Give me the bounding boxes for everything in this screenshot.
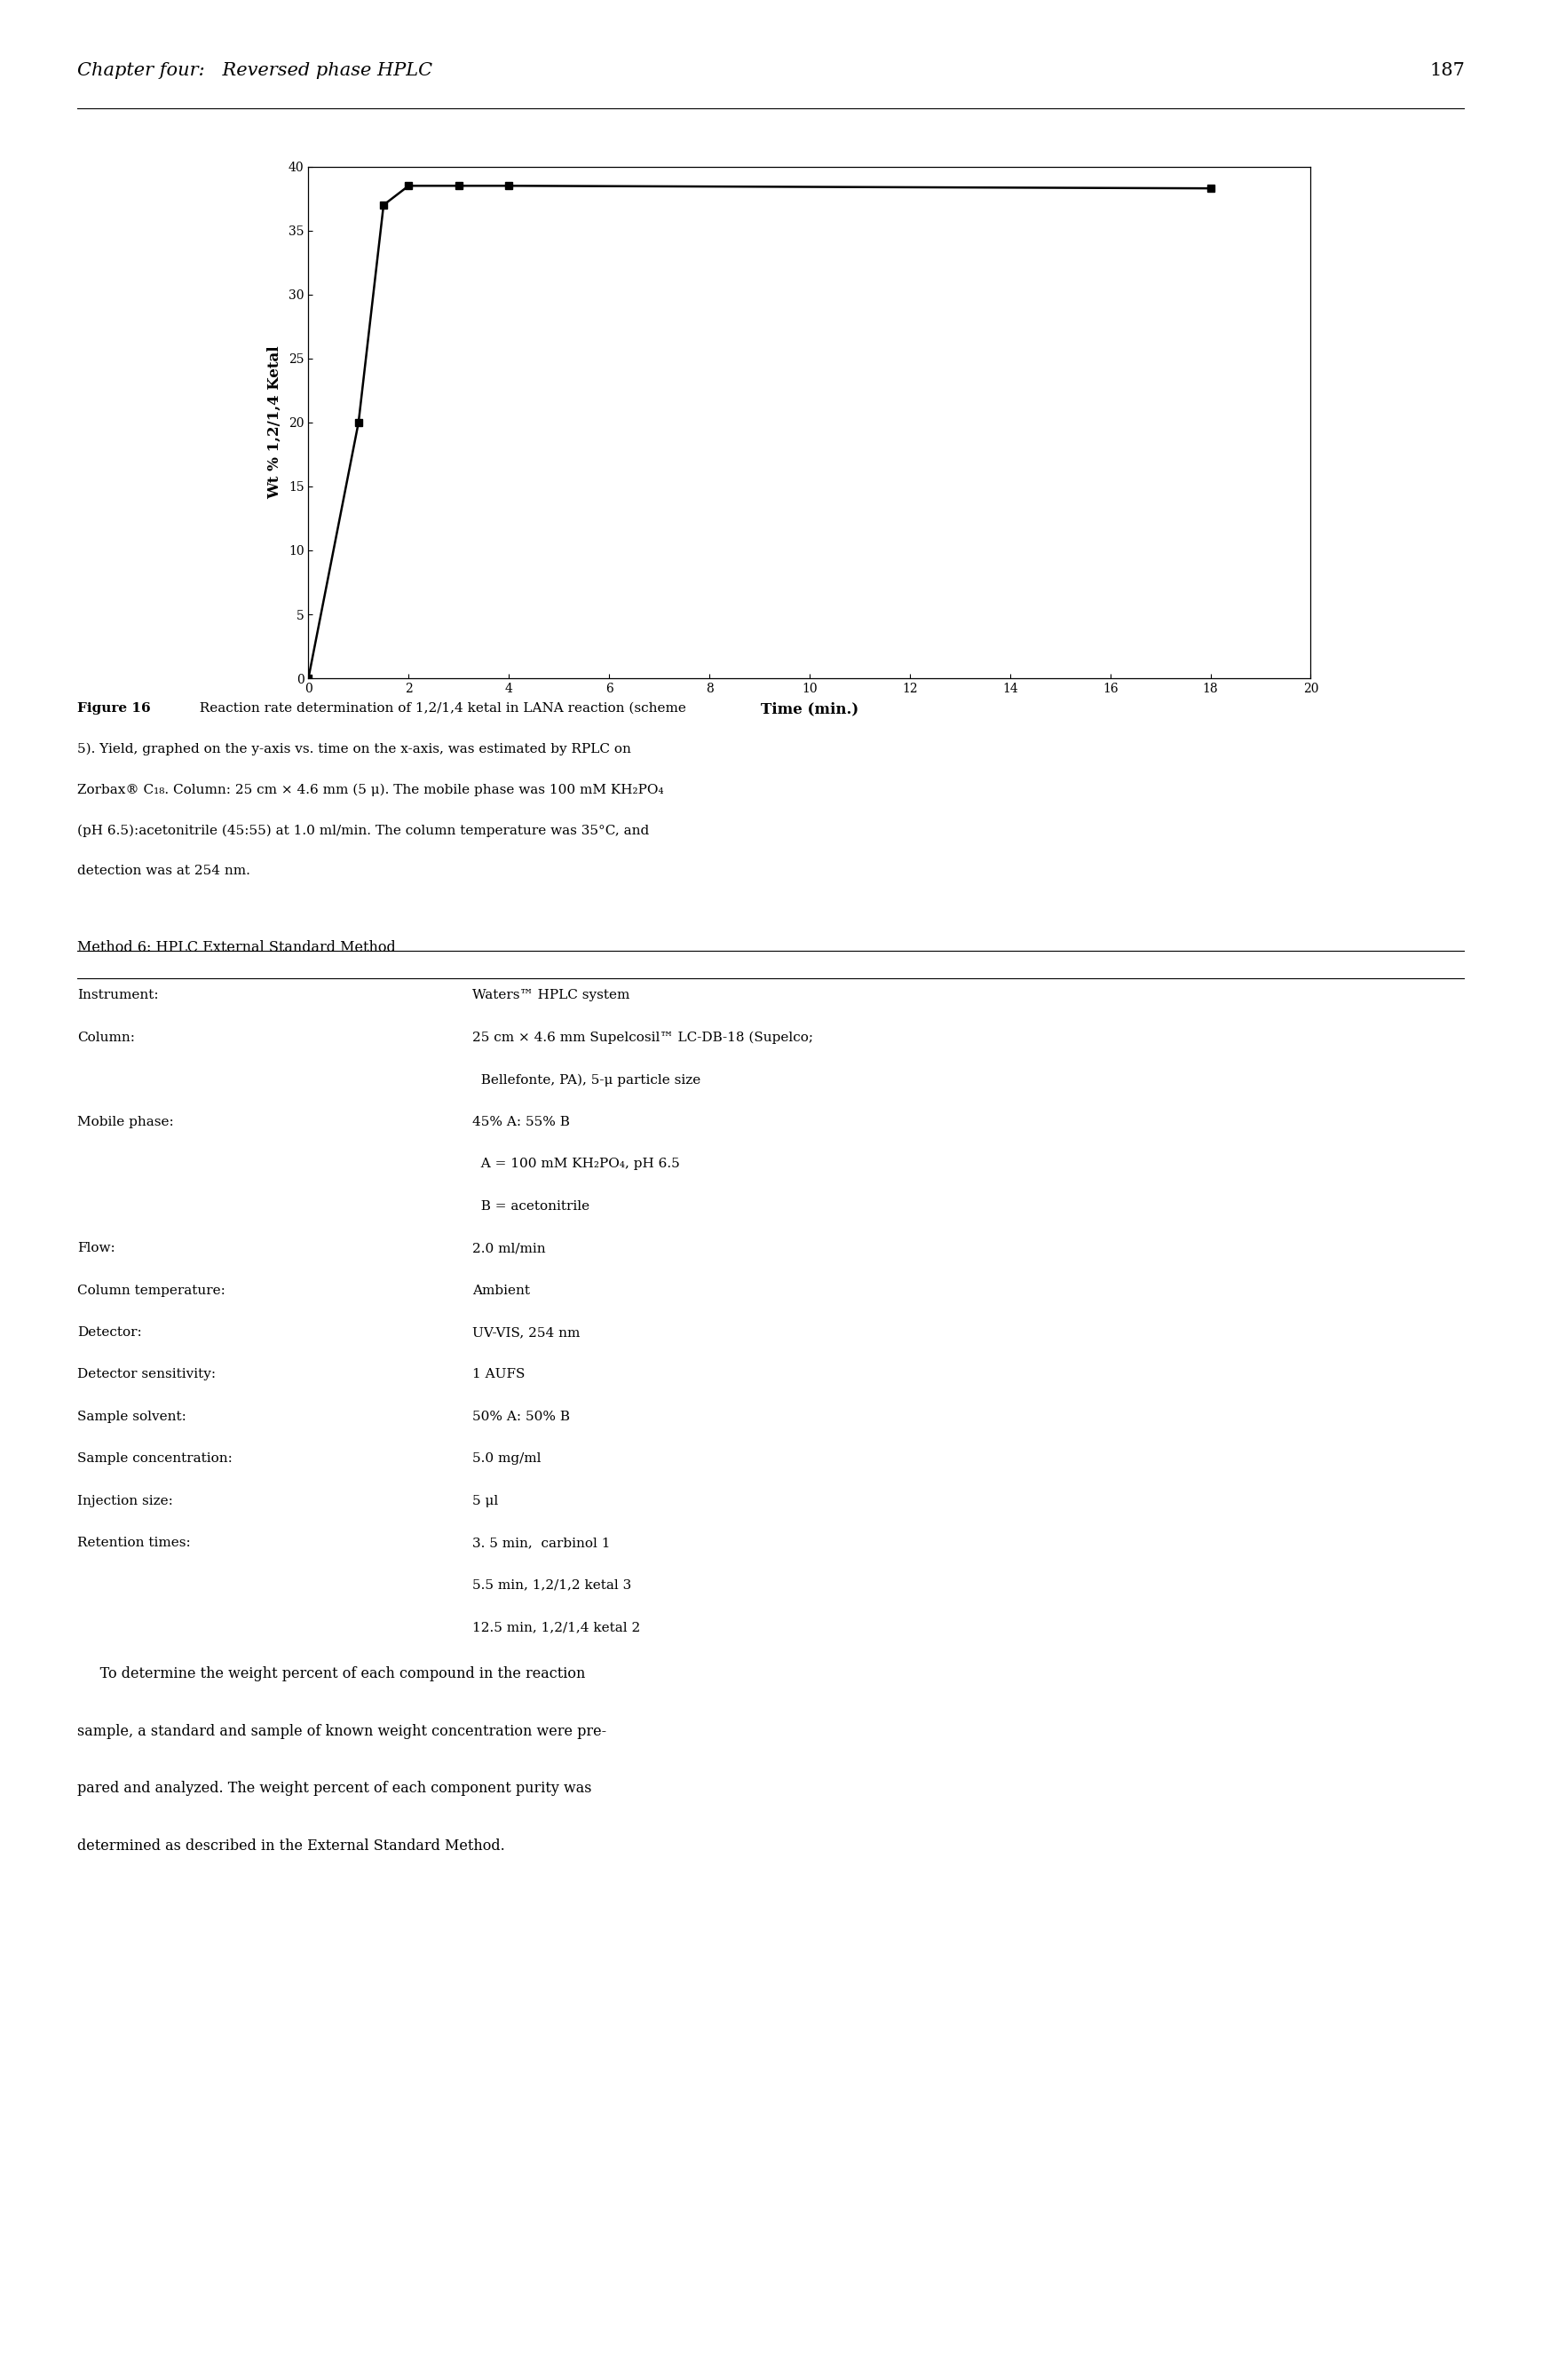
Text: Injection size:: Injection size: bbox=[77, 1495, 173, 1507]
Text: 5.0 mg/ml: 5.0 mg/ml bbox=[472, 1452, 541, 1466]
Text: Instrument:: Instrument: bbox=[77, 990, 159, 1002]
Text: Column temperature:: Column temperature: bbox=[77, 1285, 225, 1297]
Text: 2.0 ml/min: 2.0 ml/min bbox=[472, 1242, 546, 1254]
Text: 187: 187 bbox=[1429, 62, 1465, 79]
Text: Method 6: HPLC External Standard Method: Method 6: HPLC External Standard Method bbox=[77, 940, 396, 954]
Text: 50% A: 50% B: 50% A: 50% B bbox=[472, 1411, 571, 1423]
Text: To determine the weight percent of each compound in the reaction: To determine the weight percent of each … bbox=[77, 1666, 586, 1680]
Text: Reaction rate determination of 1,2/1,4 ketal in LANA reaction (scheme: Reaction rate determination of 1,2/1,4 k… bbox=[191, 702, 686, 714]
Y-axis label: Wt % 1,2/1,4 Ketal: Wt % 1,2/1,4 Ketal bbox=[267, 345, 282, 500]
X-axis label: Time (min.): Time (min.) bbox=[760, 702, 859, 716]
Text: Waters™ HPLC system: Waters™ HPLC system bbox=[472, 990, 631, 1002]
Text: Bellefonte, PA), 5-μ particle size: Bellefonte, PA), 5-μ particle size bbox=[472, 1073, 702, 1085]
Text: (pH 6.5):acetonitrile (45:55) at 1.0 ml/min. The column temperature was 35°C, an: (pH 6.5):acetonitrile (45:55) at 1.0 ml/… bbox=[77, 823, 649, 838]
Text: Retention times:: Retention times: bbox=[77, 1537, 191, 1549]
Text: Flow:: Flow: bbox=[77, 1242, 116, 1254]
Text: 25 cm × 4.6 mm Supelcosil™ LC-DB-18 (Supelco;: 25 cm × 4.6 mm Supelcosil™ LC-DB-18 (Sup… bbox=[472, 1031, 814, 1045]
Text: 1 AUFS: 1 AUFS bbox=[472, 1368, 526, 1380]
Text: Zorbax® C₁₈. Column: 25 cm × 4.6 mm (5 μ). The mobile phase was 100 mM KH₂PO₄: Zorbax® C₁₈. Column: 25 cm × 4.6 mm (5 μ… bbox=[77, 783, 663, 797]
Text: 12.5 min, 1,2/1,4 ketal 2: 12.5 min, 1,2/1,4 ketal 2 bbox=[472, 1621, 640, 1633]
Text: Chapter four:   Reversed phase HPLC: Chapter four: Reversed phase HPLC bbox=[77, 62, 432, 79]
Text: Sample concentration:: Sample concentration: bbox=[77, 1452, 233, 1466]
Text: sample, a standard and sample of known weight concentration were pre-: sample, a standard and sample of known w… bbox=[77, 1723, 606, 1740]
Text: Figure 16: Figure 16 bbox=[77, 702, 151, 714]
Text: detection was at 254 nm.: detection was at 254 nm. bbox=[77, 864, 250, 878]
Text: Column:: Column: bbox=[77, 1031, 134, 1045]
Text: 5). Yield, graphed on the y-axis vs. time on the x-axis, was estimated by RPLC o: 5). Yield, graphed on the y-axis vs. tim… bbox=[77, 743, 631, 754]
Text: Mobile phase:: Mobile phase: bbox=[77, 1116, 174, 1128]
Text: B = acetonitrile: B = acetonitrile bbox=[472, 1200, 591, 1211]
Text: 3. 5 min,  carbinol 1: 3. 5 min, carbinol 1 bbox=[472, 1537, 611, 1549]
Text: 5.5 min, 1,2/1,2 ketal 3: 5.5 min, 1,2/1,2 ketal 3 bbox=[472, 1578, 632, 1592]
Text: 45% A: 55% B: 45% A: 55% B bbox=[472, 1116, 571, 1128]
Text: Sample solvent:: Sample solvent: bbox=[77, 1411, 187, 1423]
Text: UV-VIS, 254 nm: UV-VIS, 254 nm bbox=[472, 1326, 580, 1338]
Text: A = 100 mM KH₂PO₄, pH 6.5: A = 100 mM KH₂PO₄, pH 6.5 bbox=[472, 1157, 680, 1171]
Text: Ambient: Ambient bbox=[472, 1285, 530, 1297]
Text: 5 μl: 5 μl bbox=[472, 1495, 498, 1507]
Text: Detector:: Detector: bbox=[77, 1326, 142, 1338]
Text: pared and analyzed. The weight percent of each component purity was: pared and analyzed. The weight percent o… bbox=[77, 1780, 592, 1797]
Text: Detector sensitivity:: Detector sensitivity: bbox=[77, 1368, 216, 1380]
Text: determined as described in the External Standard Method.: determined as described in the External … bbox=[77, 1840, 504, 1854]
